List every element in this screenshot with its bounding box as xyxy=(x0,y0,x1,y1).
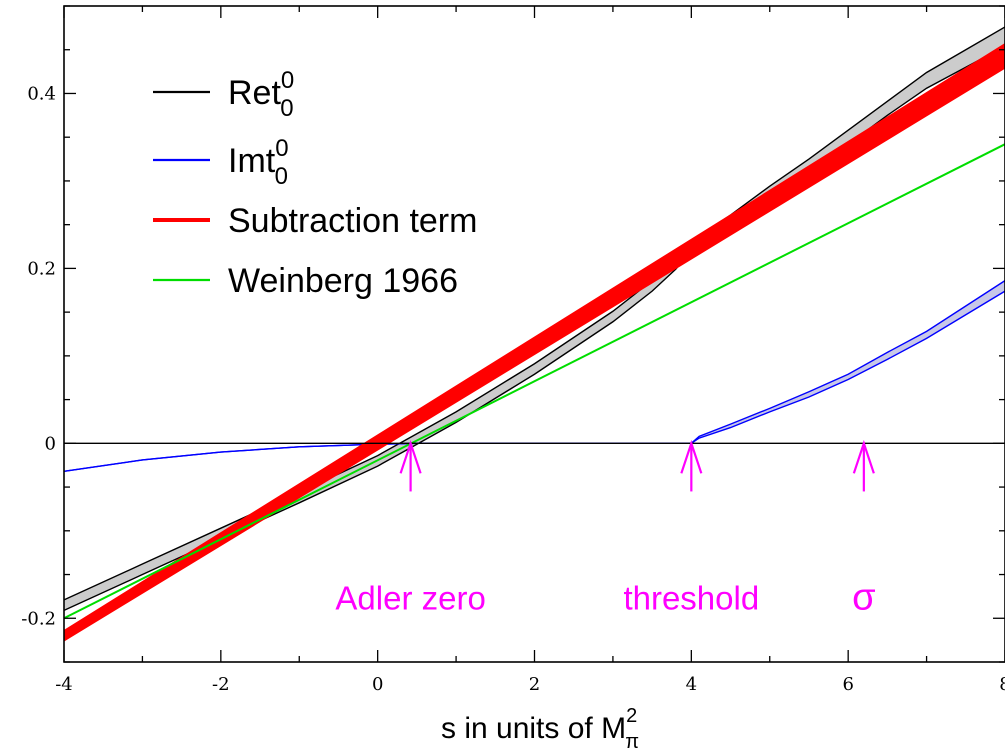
x-tick-label: 8 xyxy=(999,674,1005,695)
legend-label-sup: 0 xyxy=(281,67,294,94)
annotation-arrow-head xyxy=(680,439,703,474)
y-tick-label: 0.2 xyxy=(27,258,56,279)
x-tick-label: -2 xyxy=(212,674,230,695)
legend-label-base: Imt xyxy=(228,142,276,180)
annotation-label: Adler zero xyxy=(335,580,485,617)
x-tick-label: 6 xyxy=(842,674,853,695)
annotation-arrow-head xyxy=(399,439,422,474)
series-band-subtraction-term xyxy=(64,43,1005,642)
legend-label-sup: 0 xyxy=(275,135,288,162)
x-tick-label: -4 xyxy=(55,674,73,695)
plot-frame xyxy=(63,5,1005,663)
adler-zero-annotation: Adler zero xyxy=(335,439,486,617)
legend-label: Ret0 0 xyxy=(228,67,294,122)
annotation-arrow-head xyxy=(852,439,875,474)
series-bands xyxy=(64,26,1005,611)
legend-item-re: Ret0 0 xyxy=(153,67,294,122)
series-lower-edge-im xyxy=(64,290,1005,473)
x-tick-label: 2 xyxy=(529,674,540,695)
x-tick-label: 0 xyxy=(372,674,383,695)
legend-item-sub: Subtraction term xyxy=(153,202,477,240)
annotations: Adler zero threshold σ xyxy=(335,439,876,619)
legend-item-im: Imt0 0 xyxy=(153,135,289,190)
annotation-label: σ xyxy=(852,577,875,619)
legend-label-sub: 0 xyxy=(280,95,293,122)
legend-label: Weinberg 1966 xyxy=(228,262,458,300)
x-axis-title-sup: 2 xyxy=(626,705,637,727)
legend-label-base: Weinberg 1966 xyxy=(228,262,458,300)
sigma-annotation: σ xyxy=(852,439,876,619)
x-axis-title-main: s in units of M xyxy=(441,712,626,745)
legend-label: Subtraction term xyxy=(228,202,477,240)
x-axis-title-group: s in units of M2 π xyxy=(441,705,639,753)
x-tick-label: 4 xyxy=(686,674,697,695)
series-lines xyxy=(64,26,1005,642)
series-line-wein xyxy=(64,143,1005,620)
ticks: -4 -2 0 2 4 6 8 -0.2 0 0.2 0.4 xyxy=(21,5,1005,695)
y-tick-label: 0.4 xyxy=(27,83,56,104)
axes xyxy=(63,5,1005,663)
series-lower-edge-re xyxy=(64,45,1005,612)
x-axis-title: s in units of M2 π xyxy=(441,705,639,753)
legend-label-sub: 0 xyxy=(275,163,288,190)
legend-label-base: Subtraction term xyxy=(228,202,477,240)
threshold-annotation: threshold xyxy=(623,439,759,617)
legend-item-wein: Weinberg 1966 xyxy=(153,262,458,300)
annotation-label: threshold xyxy=(623,580,759,617)
y-tick-label: 0 xyxy=(45,433,56,454)
x-axis-title-sub: π xyxy=(625,731,639,753)
y-tick-label: -0.2 xyxy=(21,608,56,629)
legend-label: Imt0 0 xyxy=(228,135,289,190)
series-upper-edge-re xyxy=(64,26,1005,601)
series-band-re xyxy=(64,26,1005,611)
legend-label-base: Ret xyxy=(228,74,281,112)
